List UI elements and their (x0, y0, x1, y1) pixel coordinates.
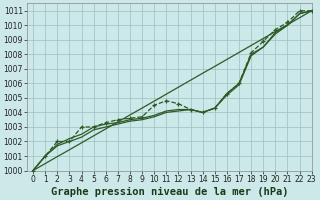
X-axis label: Graphe pression niveau de la mer (hPa): Graphe pression niveau de la mer (hPa) (51, 186, 288, 197)
